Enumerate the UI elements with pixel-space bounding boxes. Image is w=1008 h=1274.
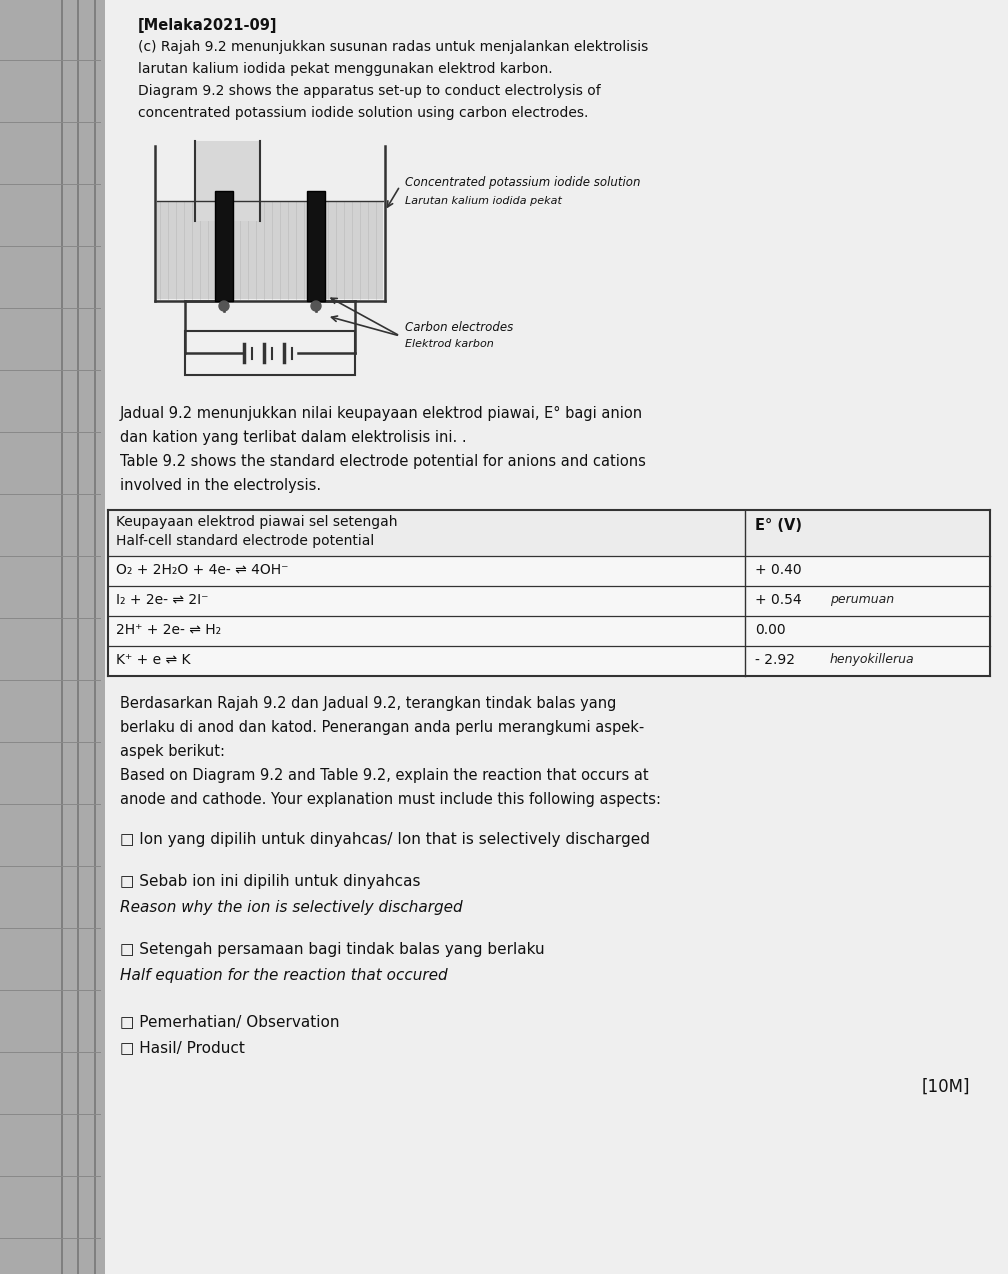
Circle shape (219, 301, 229, 311)
Bar (108, 617, 990, 646)
Text: Half equation for the reaction that occured: Half equation for the reaction that occu… (120, 968, 448, 984)
Text: O₂ + 2H₂O + 4e- ⇌ 4OH⁻: O₂ + 2H₂O + 4e- ⇌ 4OH⁻ (116, 563, 288, 577)
Text: berlaku di anod dan katod. Penerangan anda perlu merangkumi aspek-: berlaku di anod dan katod. Penerangan an… (120, 720, 644, 735)
Text: □ Ion yang dipilih untuk dinyahcas/ Ion that is selectively discharged: □ Ion yang dipilih untuk dinyahcas/ Ion … (120, 832, 650, 847)
Text: □ Hasil/ Product: □ Hasil/ Product (120, 1040, 245, 1055)
Bar (196, 141, 259, 220)
Text: perumuan: perumuan (830, 592, 894, 606)
Text: henyokillerua: henyokillerua (830, 654, 914, 666)
Text: Diagram 9.2 shows the apparatus set-up to conduct electrolysis of: Diagram 9.2 shows the apparatus set-up t… (138, 84, 601, 98)
Text: - 2.92: - 2.92 (755, 654, 795, 668)
Text: Table 9.2 shows the standard electrode potential for anions and cations: Table 9.2 shows the standard electrode p… (120, 454, 646, 469)
Text: involved in the electrolysis.: involved in the electrolysis. (120, 478, 322, 493)
Circle shape (311, 301, 321, 311)
Bar (185, 331, 355, 375)
Text: □ Pemerhatian/ Observation: □ Pemerhatian/ Observation (120, 1014, 340, 1029)
Text: Based on Diagram 9.2 and Table 9.2, explain the reaction that occurs at: Based on Diagram 9.2 and Table 9.2, expl… (120, 768, 648, 784)
Text: □ Setengah persamaan bagi tindak balas yang berlaku: □ Setengah persamaan bagi tindak balas y… (120, 941, 544, 957)
Text: I₂ + 2e- ⇌ 2I⁻: I₂ + 2e- ⇌ 2I⁻ (116, 592, 209, 606)
Text: dan kation yang terlibat dalam elektrolisis ini. .: dan kation yang terlibat dalam elektroli… (120, 431, 467, 445)
Text: 0.00: 0.00 (755, 623, 785, 637)
Text: [Melaka2021-09]: [Melaka2021-09] (138, 18, 277, 33)
Text: □ Sebab ion ini dipilih untuk dinyahcas: □ Sebab ion ini dipilih untuk dinyahcas (120, 874, 420, 889)
Text: anode and cathode. Your explanation must include this following aspects:: anode and cathode. Your explanation must… (120, 792, 661, 806)
Text: E° (V): E° (V) (755, 519, 802, 533)
Text: larutan kalium iodida pekat menggunakan elektrod karbon.: larutan kalium iodida pekat menggunakan … (138, 62, 552, 76)
Bar (108, 510, 990, 555)
Text: K⁺ + e ⇌ K: K⁺ + e ⇌ K (116, 654, 191, 668)
Text: Reason why the ion is selectively discharged: Reason why the ion is selectively discha… (120, 899, 463, 915)
Text: Larutan kalium iodida pekat: Larutan kalium iodida pekat (405, 196, 561, 206)
Text: Concentrated potassium iodide solution: Concentrated potassium iodide solution (405, 176, 640, 189)
Text: Half-cell standard electrode potential: Half-cell standard electrode potential (116, 534, 374, 548)
Text: [10M]: [10M] (921, 1078, 970, 1096)
Bar (105, 0, 1008, 1274)
Bar (108, 646, 990, 676)
Text: Carbon electrodes: Carbon electrodes (405, 321, 513, 334)
Bar (108, 586, 990, 617)
Bar (157, 201, 383, 299)
Text: + 0.40: + 0.40 (755, 563, 801, 577)
Bar (307, 191, 325, 301)
Text: Berdasarkan Rajah 9.2 dan Jadual 9.2, terangkan tindak balas yang: Berdasarkan Rajah 9.2 dan Jadual 9.2, te… (120, 696, 616, 711)
Bar (0, 0, 105, 1274)
Text: + 0.54: + 0.54 (755, 592, 801, 606)
Text: 2H⁺ + 2e- ⇌ H₂: 2H⁺ + 2e- ⇌ H₂ (116, 623, 221, 637)
Text: (c) Rajah 9.2 menunjukkan susunan radas untuk menjalankan elektrolisis: (c) Rajah 9.2 menunjukkan susunan radas … (138, 39, 648, 54)
Text: Elektrod karbon: Elektrod karbon (405, 339, 494, 349)
Bar (215, 191, 233, 301)
Text: concentrated potassium iodide solution using carbon electrodes.: concentrated potassium iodide solution u… (138, 106, 589, 120)
Text: Keupayaan elektrod piawai sel setengah: Keupayaan elektrod piawai sel setengah (116, 515, 397, 529)
Text: Jadual 9.2 menunjukkan nilai keupayaan elektrod piawai, E° bagi anion: Jadual 9.2 menunjukkan nilai keupayaan e… (120, 406, 643, 420)
Text: aspek berikut:: aspek berikut: (120, 744, 225, 759)
Bar (108, 555, 990, 586)
